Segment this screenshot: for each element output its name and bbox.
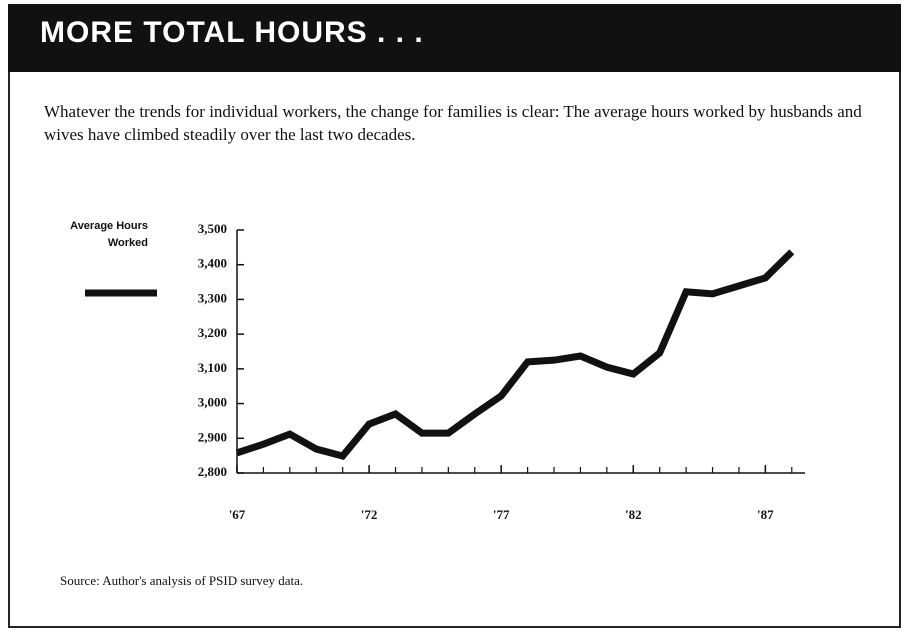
x-tick-label: '82 [625,507,642,522]
y-tick-label: 2,900 [198,429,227,444]
header-band [8,4,901,72]
y-tick-label: 2,800 [198,464,227,479]
legend-label: Average Hours Worked [70,220,148,249]
x-tick-label: '87 [757,507,774,522]
x-tick-label: '72 [361,507,378,522]
y-tick-label: 3,300 [198,290,227,305]
y-tick-label: 3,200 [198,325,227,340]
source-note: Source: Author's analysis of PSID survey… [60,573,304,588]
y-tick-label: 3,000 [198,395,227,410]
chart-title: MORE TOTAL HOURS . . . [40,16,424,49]
frame [8,4,901,628]
y-tick-label: 3,400 [198,256,227,271]
data-line [235,249,795,460]
chart-subtitle: Whatever the trends for individual worke… [44,102,862,144]
x-tick-label: '67 [229,507,246,522]
y-tick-label: 3,100 [198,360,227,375]
x-tick-label: '77 [493,507,510,522]
y-tick-label: 3,500 [198,221,227,236]
